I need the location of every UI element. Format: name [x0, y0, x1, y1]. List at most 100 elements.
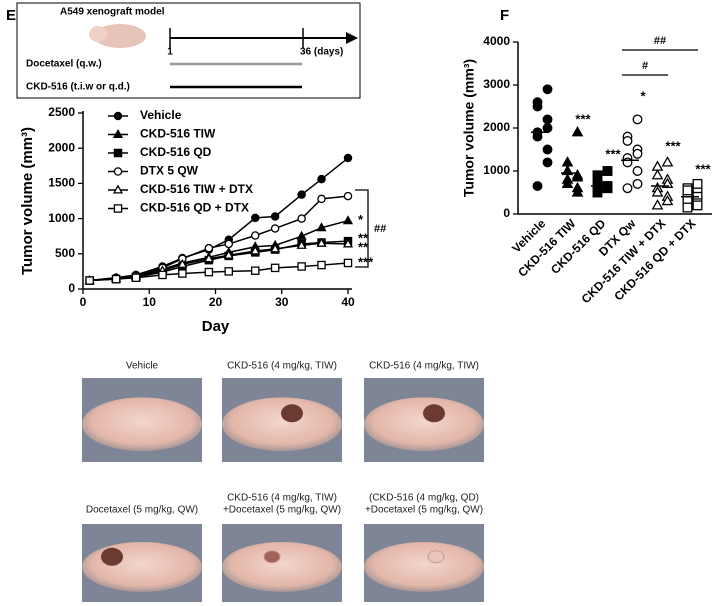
marker [571, 171, 584, 182]
marker [682, 202, 693, 213]
marker [342, 238, 354, 248]
schedule-label: CKD-516 (t.i.w or q.d.) [26, 82, 130, 93]
marker [651, 186, 664, 197]
photo-subject [82, 397, 202, 452]
y-tick-label: 0 [68, 281, 75, 295]
significance: *** [695, 161, 711, 176]
marker [342, 215, 354, 225]
marker [602, 166, 613, 176]
marker [532, 101, 543, 112]
marker [651, 199, 664, 210]
marker [651, 169, 664, 180]
marker [250, 213, 260, 223]
legend-label: CKD-516 QD [140, 145, 212, 159]
bracket-label: # [642, 60, 648, 72]
x-tick-label: 10 [143, 295, 157, 309]
y-tick-label: 3000 [483, 77, 510, 91]
photo-caption: Vehicle [126, 361, 159, 372]
marker [632, 148, 643, 159]
marker [204, 267, 214, 277]
legend-label: CKD-516 TIW [140, 127, 216, 141]
significance: ** [358, 231, 369, 246]
marker [692, 178, 703, 189]
schedule-label: Docetaxel (q.w.) [26, 59, 102, 70]
y-tick-label: 1500 [48, 176, 75, 190]
marker [592, 170, 603, 181]
marker [651, 160, 664, 171]
legend-label: CKD-516 TIW + DTX [140, 182, 253, 196]
marker [542, 114, 553, 125]
marker [203, 253, 214, 263]
significance: * [358, 212, 364, 227]
y-tick-label: 2000 [483, 120, 510, 134]
marker [571, 126, 584, 137]
marker [270, 212, 280, 221]
mouse-icon [89, 26, 107, 42]
marker [661, 156, 674, 167]
marker [532, 131, 543, 142]
marker [571, 186, 584, 197]
photo-subject [364, 397, 484, 452]
x-axis-title: Day [202, 318, 230, 335]
marker [542, 84, 553, 95]
photo-lesion [101, 547, 123, 566]
marker [85, 276, 94, 285]
marker [343, 153, 353, 163]
schematic-box [16, 2, 361, 99]
x-tick-label: 20 [209, 295, 223, 309]
marker [270, 243, 281, 253]
series-line [89, 262, 349, 282]
photo-caption: (CKD-516 (4 mg/kg, QD) [369, 493, 479, 504]
y-tick-label: 0 [503, 206, 510, 220]
marker [542, 123, 553, 133]
marker [178, 269, 187, 278]
significance: *** [605, 146, 621, 161]
marker [622, 183, 633, 194]
marker [542, 157, 553, 168]
photo-lesion [281, 404, 303, 423]
marker [113, 204, 123, 213]
bracket-label: ## [654, 35, 666, 47]
series-line [89, 242, 349, 282]
marker [113, 167, 123, 176]
photo-caption: CKD-516 (4 mg/kg, TIW) [369, 361, 479, 372]
schematic-title: A549 xenograft model [60, 7, 165, 18]
marker [131, 273, 141, 282]
marker [622, 157, 633, 168]
y-tick-label: 4000 [483, 34, 510, 48]
marker [316, 222, 327, 232]
y-axis-title: Tumor volume (mm³) [19, 127, 36, 275]
marker [542, 144, 553, 155]
marker [296, 239, 307, 249]
photo-subject [222, 541, 342, 592]
timeline-arrow [346, 32, 358, 44]
photo-subject [222, 397, 342, 452]
photo-caption: CKD-516 (4 mg/kg, TIW) [227, 361, 337, 372]
x-tick-label: 30 [275, 295, 289, 309]
marker [343, 258, 353, 268]
marker [204, 243, 214, 253]
bracket [355, 189, 369, 268]
marker [111, 274, 121, 284]
legend-label: CKD-516 QD + DTX [140, 201, 249, 215]
marker [297, 190, 306, 199]
photo-lesion [423, 404, 445, 423]
marker [561, 156, 574, 167]
y-tick-label: 2500 [48, 105, 75, 119]
x-tick-label: 40 [341, 295, 355, 309]
marker [297, 262, 306, 271]
marker [592, 187, 603, 198]
x-tick-label: 0 [80, 295, 87, 309]
marker [632, 114, 643, 125]
significance: ** [358, 239, 369, 254]
marker [622, 135, 633, 146]
marker [112, 129, 124, 139]
marker [661, 177, 674, 188]
marker [113, 148, 123, 158]
marker [317, 174, 326, 184]
marker [297, 214, 306, 223]
marker [223, 249, 234, 259]
series-line [89, 240, 349, 282]
y-tick-label: 2000 [48, 140, 75, 154]
marker [317, 194, 326, 204]
